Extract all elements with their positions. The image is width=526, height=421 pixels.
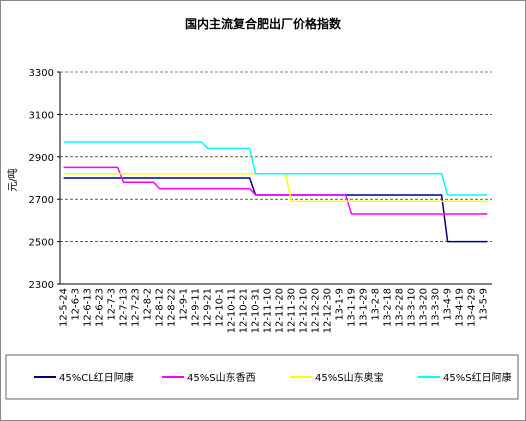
x-tick-label: 12-10-11 bbox=[227, 288, 238, 333]
x-tick-label: 13-4-9 bbox=[443, 288, 454, 321]
x-tick-label: 12-7-23 bbox=[131, 288, 142, 327]
x-tick-label: 12-9-1 bbox=[179, 288, 190, 321]
legend-box bbox=[5, 354, 519, 400]
y-tick-label: 2300 bbox=[29, 280, 54, 291]
x-tick-label: 12-12-10 bbox=[299, 288, 310, 333]
y-tick-label: 3300 bbox=[29, 68, 54, 79]
legend-label: 45%CL红日阿康 bbox=[59, 371, 134, 384]
x-tick-label: 12-7-13 bbox=[119, 288, 130, 327]
x-tick-label: 13-1-29 bbox=[359, 288, 370, 327]
x-tick-label: 12-10-31 bbox=[251, 288, 262, 333]
line-series bbox=[63, 166, 488, 215]
x-tick-label: 13-5-9 bbox=[479, 288, 490, 321]
x-tick-label: 13-2-18 bbox=[383, 288, 394, 327]
x-tick-label: 12-6-23 bbox=[95, 288, 106, 327]
x-tick-label: 12-11-10 bbox=[263, 288, 274, 333]
legend-label: 45%S红日阿康 bbox=[443, 371, 512, 384]
x-tick-label: 13-4-29 bbox=[467, 288, 478, 327]
x-tick-label: 13-3-30 bbox=[431, 288, 442, 327]
legend-label: 45%S山东香西 bbox=[187, 371, 256, 384]
x-tick-label: 12-12-30 bbox=[323, 288, 334, 333]
x-tick-label: 12-11-20 bbox=[275, 288, 286, 333]
legend-label: 45%S山东奥宝 bbox=[315, 371, 384, 384]
x-tick-label: 13-1-19 bbox=[347, 288, 358, 327]
x-tick-label: 12-10-21 bbox=[239, 288, 250, 333]
chart-title: 国内主流复合肥出厂价格指数 bbox=[185, 16, 342, 31]
x-tick-label: 12-6-13 bbox=[83, 288, 94, 327]
x-tick-label: 12-7-3 bbox=[107, 288, 118, 321]
x-tick-label: 13-3-10 bbox=[407, 288, 418, 327]
x-tick-label: 12-8-2 bbox=[143, 288, 154, 321]
line-series bbox=[63, 141, 488, 196]
x-tick-label: 12-6-3 bbox=[71, 288, 82, 321]
x-tick-label: 12-10-1 bbox=[215, 288, 226, 327]
x-tick-label: 12-11-30 bbox=[287, 288, 298, 333]
y-tick-label: 2900 bbox=[29, 153, 54, 164]
y-tick-label: 3100 bbox=[29, 110, 54, 121]
x-tick-label: 13-3-20 bbox=[419, 288, 430, 327]
y-tick-label: 2500 bbox=[29, 238, 54, 249]
x-tick-label: 12-9-11 bbox=[191, 288, 202, 327]
x-tick-label: 12-8-12 bbox=[155, 288, 166, 327]
x-tick-label: 13-1-9 bbox=[335, 288, 346, 321]
x-tick-label: 13-4-19 bbox=[455, 288, 466, 327]
x-tick-label: 12-12-20 bbox=[311, 288, 322, 333]
x-tick-label: 13-2-8 bbox=[371, 288, 382, 321]
x-tick-label: 12-8-22 bbox=[167, 288, 178, 327]
x-tick-label: 13-2-28 bbox=[395, 288, 406, 327]
x-tick-label: 12-5-24 bbox=[59, 288, 70, 327]
y-tick-label: 2700 bbox=[29, 195, 54, 206]
y-axis-label: 元/吨 bbox=[6, 168, 19, 191]
x-tick-label: 12-9-21 bbox=[203, 288, 214, 327]
